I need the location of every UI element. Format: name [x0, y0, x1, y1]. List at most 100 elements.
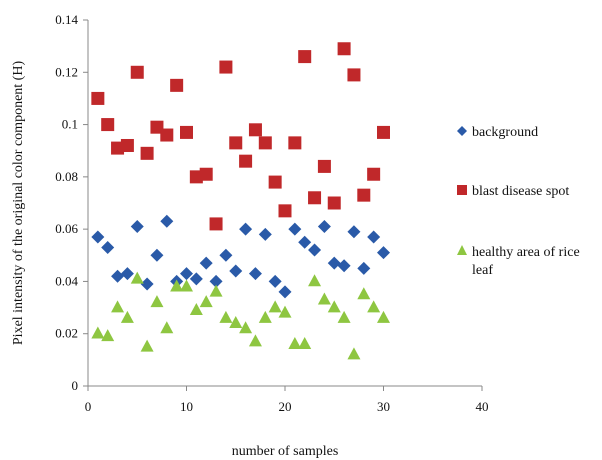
- data-point: [140, 339, 154, 352]
- legend-item: blast disease spot: [457, 184, 569, 199]
- data-point: [377, 125, 390, 139]
- legend-label: background: [472, 125, 538, 140]
- y-tick-label: 0.02: [55, 326, 78, 341]
- data-point: [288, 222, 302, 236]
- data-point: [288, 136, 302, 150]
- data-point: [91, 230, 105, 244]
- data-point: [337, 259, 351, 273]
- data-point: [248, 267, 262, 281]
- data-point: [101, 329, 115, 342]
- data-point: [219, 310, 233, 323]
- x-tick-label: 0: [85, 399, 92, 414]
- data-point: [170, 78, 184, 92]
- y-tick-label: 0.1: [62, 117, 78, 132]
- series-diamond: [91, 214, 390, 299]
- x-tick-label: 40: [476, 399, 489, 414]
- data-point: [239, 154, 253, 168]
- data-point: [111, 300, 125, 313]
- data-point: [298, 336, 312, 349]
- data-point: [229, 316, 243, 329]
- data-point: [91, 91, 105, 105]
- data-point: [120, 310, 134, 323]
- data-point: [101, 118, 115, 132]
- legend-item: background: [457, 125, 538, 140]
- data-point: [327, 300, 341, 313]
- data-point: [160, 214, 174, 228]
- x-tick-label: 20: [279, 399, 292, 414]
- data-point: [308, 243, 322, 257]
- data-point: [278, 285, 292, 299]
- data-point: [327, 256, 341, 270]
- data-point: [130, 271, 144, 284]
- data-point: [180, 267, 193, 281]
- legend-label: healthy area of rice leaf: [472, 245, 580, 278]
- y-tick-label: 0: [72, 378, 79, 393]
- data-point: [367, 167, 381, 181]
- data-point: [130, 65, 144, 79]
- data-point: [258, 310, 272, 323]
- data-point: [209, 274, 223, 288]
- x-ticks: 0 10 20 30 40: [85, 386, 489, 414]
- data-point: [268, 274, 282, 288]
- data-point: [288, 336, 302, 349]
- data-point: [347, 68, 361, 82]
- data-point: [111, 269, 125, 283]
- data-point: [317, 220, 331, 234]
- y-tick-label: 0.14: [55, 12, 78, 27]
- x-axis-title: number of samples: [232, 444, 339, 459]
- y-ticks: 0 0.02 0.04 0.06 0.08 0.1 0.12 0.14: [55, 12, 88, 393]
- data-point: [130, 220, 144, 234]
- series-triangle: [91, 271, 390, 360]
- data-point: [160, 321, 174, 334]
- data-point: [268, 175, 282, 189]
- data-point: [308, 274, 322, 287]
- legend-label: blast disease spot: [472, 184, 569, 199]
- axes: [87, 20, 482, 387]
- data-point: [189, 272, 203, 286]
- data-point: [209, 217, 223, 231]
- data-point: [101, 240, 115, 254]
- data-point: [120, 267, 134, 281]
- data-point: [189, 170, 203, 184]
- x-tick-label: 30: [377, 399, 390, 414]
- data-point: [91, 326, 105, 339]
- data-point: [239, 222, 253, 236]
- data-point: [377, 246, 390, 260]
- data-point: [160, 128, 174, 142]
- data-point: [219, 248, 233, 262]
- data-point: [170, 279, 184, 292]
- data-point: [357, 287, 371, 300]
- data-point: [150, 248, 164, 262]
- data-point: [199, 256, 213, 270]
- y-tick-label: 0.06: [55, 221, 78, 236]
- data-point: [258, 136, 272, 150]
- data-point: [278, 305, 292, 318]
- data-point: [120, 138, 134, 152]
- y-tick-label: 0.12: [55, 64, 78, 79]
- data-point: [219, 60, 233, 74]
- data-point: [337, 42, 351, 56]
- data-point: [347, 347, 361, 360]
- data-point: [278, 204, 292, 218]
- data-point: [189, 302, 203, 315]
- data-point: [367, 300, 381, 313]
- legend-marker: [457, 185, 467, 195]
- legend-item: healthy area of rice leaf: [457, 245, 580, 278]
- data-point: [347, 225, 361, 239]
- data-point: [229, 136, 243, 150]
- data-point: [337, 310, 351, 323]
- data-point: [268, 300, 282, 313]
- series-square: [91, 42, 390, 231]
- y-axis-title: Pixel intensity of the original color co…: [11, 61, 26, 346]
- data-point: [308, 191, 322, 205]
- data-point: [111, 141, 125, 155]
- data-point: [298, 50, 312, 64]
- data-point: [199, 295, 213, 308]
- data-point: [258, 227, 272, 241]
- data-point: [229, 264, 243, 278]
- x-tick-label: 10: [180, 399, 193, 414]
- data-point: [317, 159, 331, 173]
- data-points: [91, 42, 390, 360]
- data-point: [317, 292, 331, 305]
